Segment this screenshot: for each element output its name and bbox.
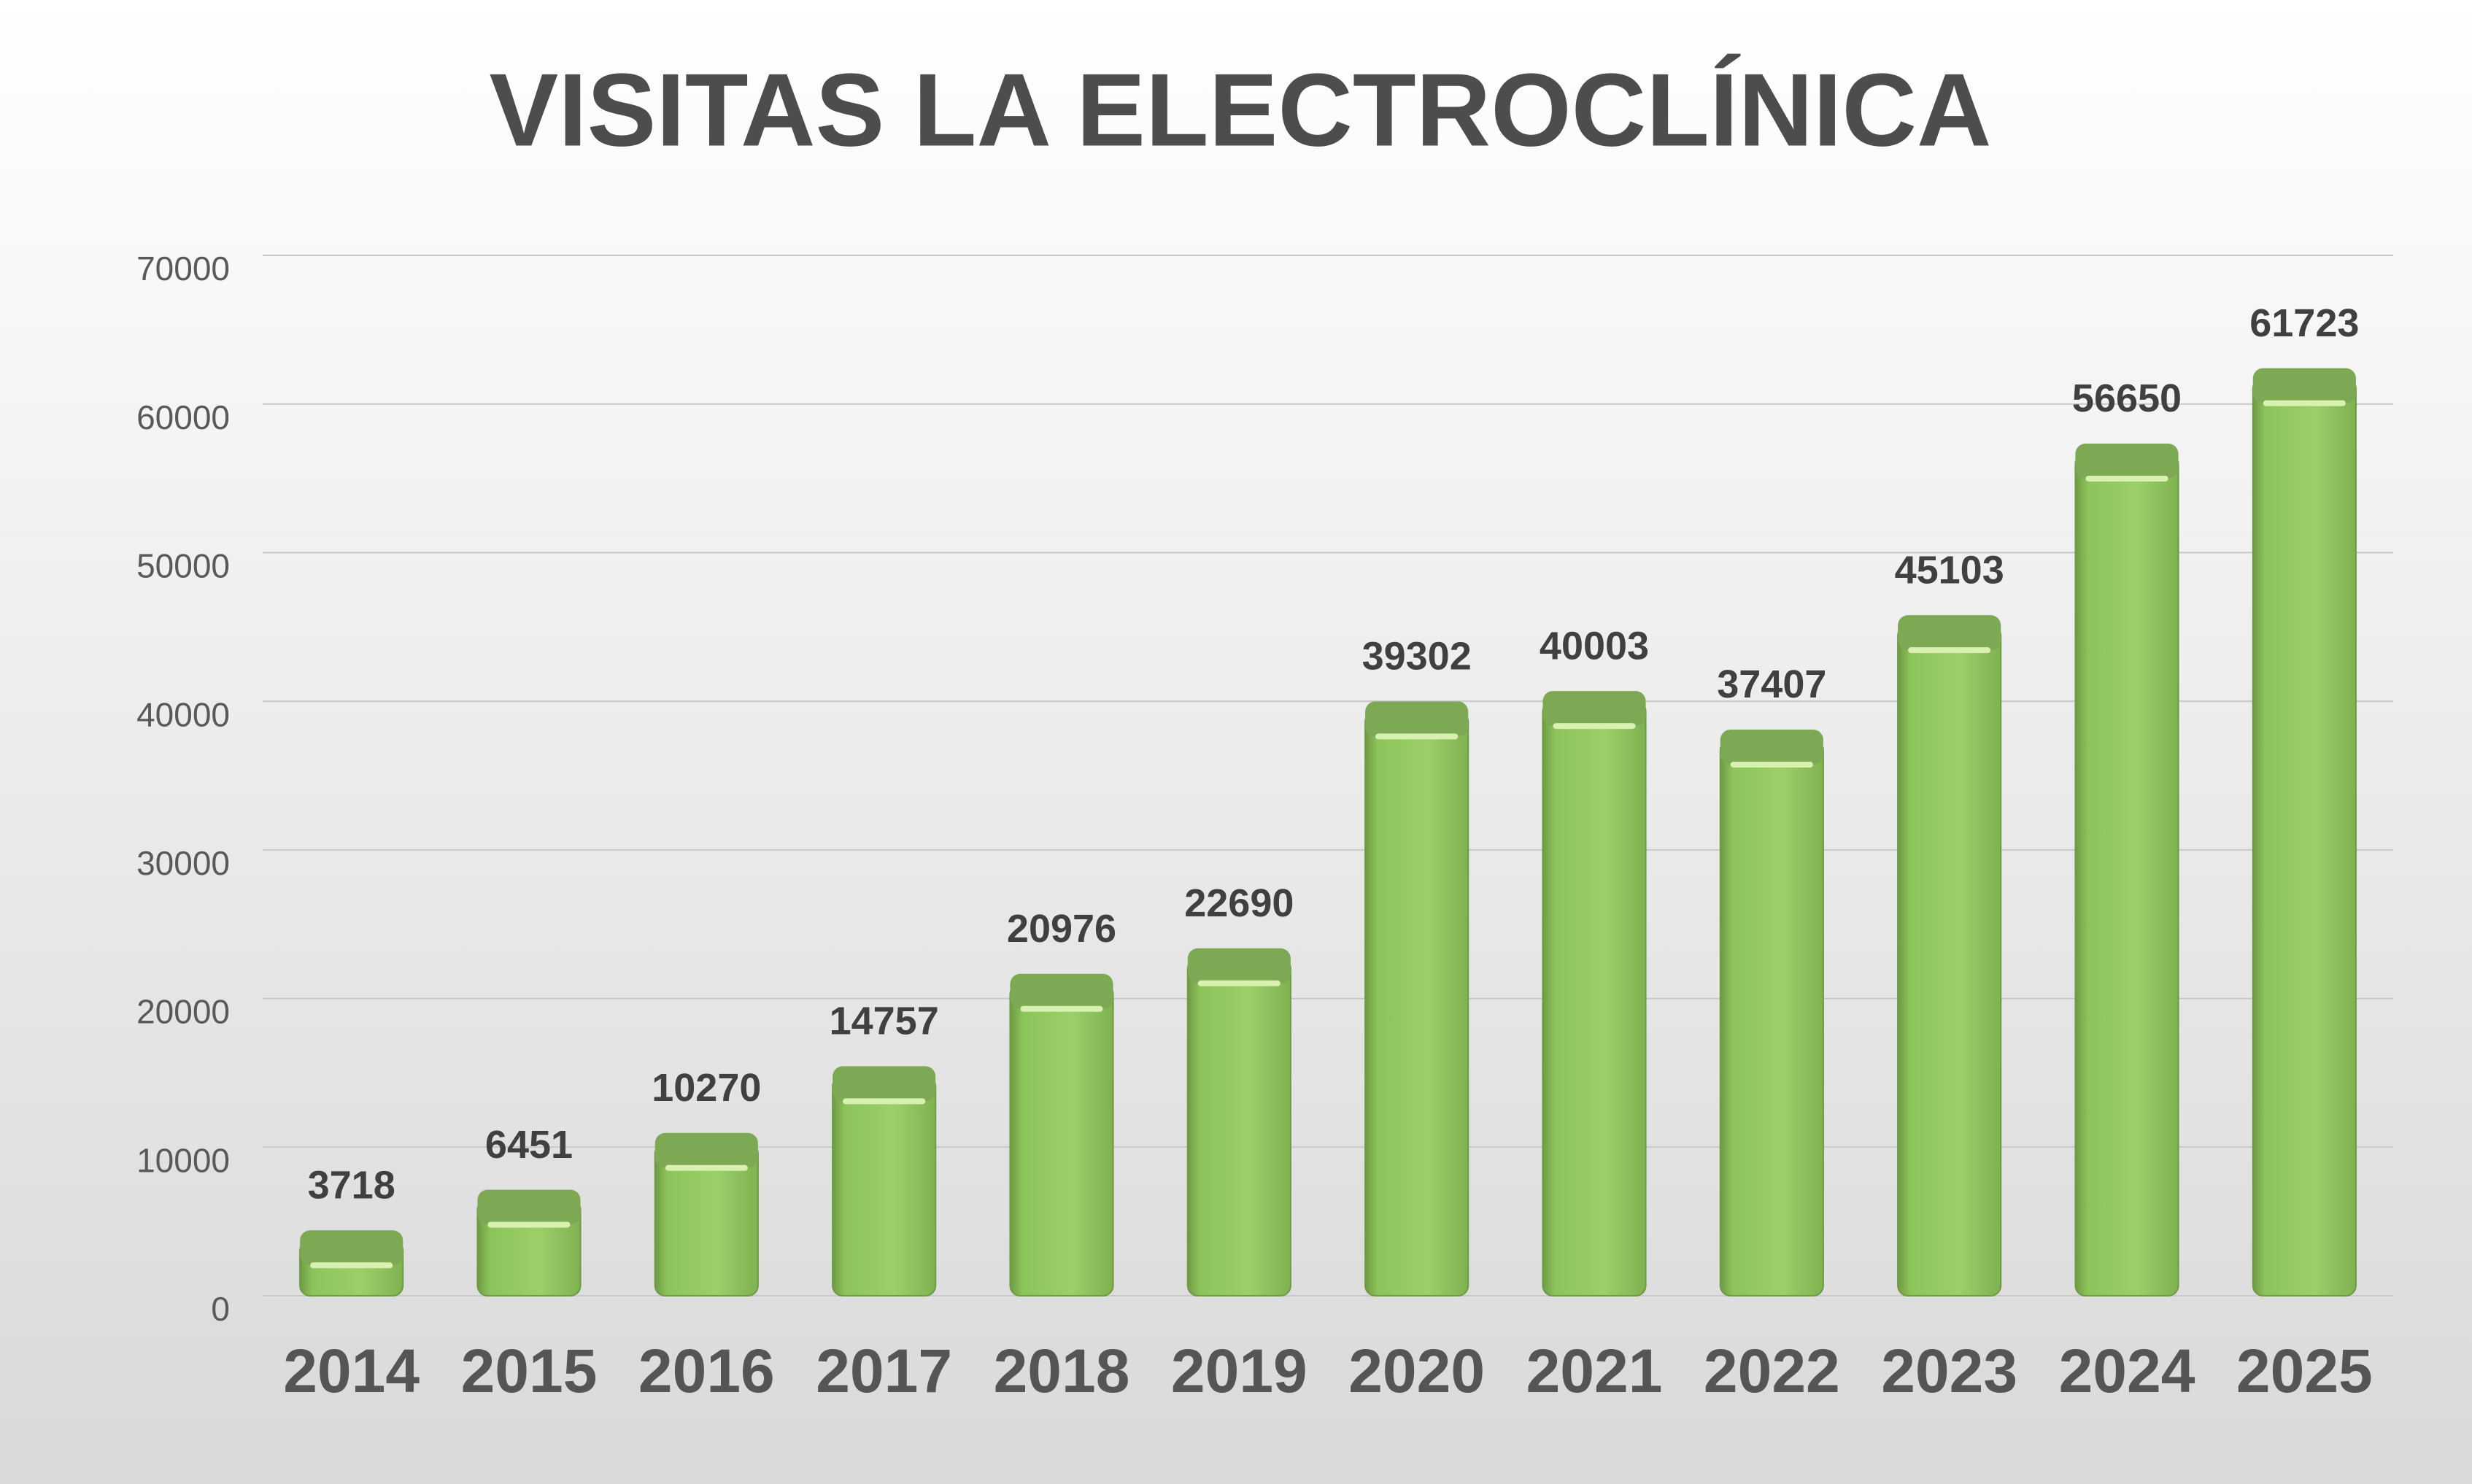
y-tick-label: 30000: [136, 844, 230, 882]
bar-highlight: [1375, 733, 1459, 740]
y-tick-label: 40000: [136, 695, 230, 733]
value-label: 61723: [2249, 301, 2359, 345]
value-label: 10270: [652, 1066, 761, 1110]
bar-highlight: [487, 1221, 571, 1228]
chart-title: VISITAS LA ELECTROCLÍNICA: [490, 53, 1992, 169]
bar-highlight: [1197, 980, 1281, 986]
value-label: 6451: [485, 1123, 573, 1167]
bar-highlight: [2263, 400, 2346, 406]
bar-highlight: [310, 1262, 393, 1269]
x-tick-label: 2016: [638, 1337, 775, 1405]
bar-cap: [1542, 691, 1646, 727]
value-label: 22690: [1184, 881, 1294, 925]
bar-cap: [833, 1066, 936, 1102]
y-tick-label: 70000: [136, 250, 230, 287]
x-tick-label: 2021: [1526, 1337, 1663, 1405]
bar-cap: [1720, 729, 1823, 765]
x-tick-label: 2023: [1881, 1337, 2017, 1405]
bar: [1186, 957, 1291, 1297]
bar: [2252, 377, 2357, 1297]
bar-highlight: [1730, 761, 1813, 768]
bar-cap: [1010, 973, 1113, 1009]
value-label: 14757: [830, 1000, 939, 1043]
bar-highlight: [1553, 723, 1636, 730]
value-label: 40003: [1540, 624, 1649, 668]
bar: [1897, 625, 2002, 1296]
bar-cap: [477, 1189, 581, 1225]
bar-highlight: [2085, 475, 2168, 482]
y-tick-label: 50000: [136, 547, 230, 585]
value-label: 20976: [1007, 907, 1116, 951]
x-tick-label: 2017: [816, 1337, 952, 1405]
bar-cap: [1365, 701, 1469, 737]
x-tick-label: 2018: [994, 1337, 1130, 1405]
x-tick-label: 2022: [1704, 1337, 1840, 1405]
x-tick-label: 2025: [2236, 1337, 2373, 1405]
bar: [2074, 452, 2179, 1296]
bar: [1542, 700, 1647, 1296]
bar-highlight: [665, 1164, 748, 1171]
x-tick-label: 2019: [1171, 1337, 1308, 1405]
bar: [1719, 738, 1824, 1296]
bar-cap: [654, 1132, 758, 1168]
value-label: 37407: [1717, 662, 1826, 706]
bar-highlight: [1020, 1005, 1103, 1012]
bar-cap: [2075, 443, 2179, 479]
bar-cap: [1898, 615, 2001, 651]
bar-highlight: [843, 1098, 926, 1105]
bar: [1364, 711, 1469, 1296]
value-label: 45103: [1895, 548, 2004, 592]
bar-cap: [1187, 948, 1291, 983]
bar-highlight: [1908, 647, 1991, 654]
bar-cap: [2252, 368, 2356, 403]
bar: [832, 1075, 937, 1296]
y-tick-label: 10000: [136, 1141, 230, 1179]
x-tick-label: 2015: [461, 1337, 598, 1405]
x-tick-label: 2024: [2059, 1337, 2195, 1405]
y-tick-label: 60000: [136, 398, 230, 436]
y-tick-label: 20000: [136, 993, 230, 1031]
bar: [1009, 983, 1114, 1297]
x-tick-label: 2014: [283, 1337, 420, 1405]
value-label: 39302: [1362, 635, 1472, 679]
y-tick-label: 0: [211, 1290, 230, 1328]
value-label: 3718: [308, 1164, 395, 1207]
bar-cap: [300, 1230, 403, 1266]
x-tick-label: 2020: [1348, 1337, 1485, 1405]
value-label: 56650: [2072, 376, 2182, 420]
